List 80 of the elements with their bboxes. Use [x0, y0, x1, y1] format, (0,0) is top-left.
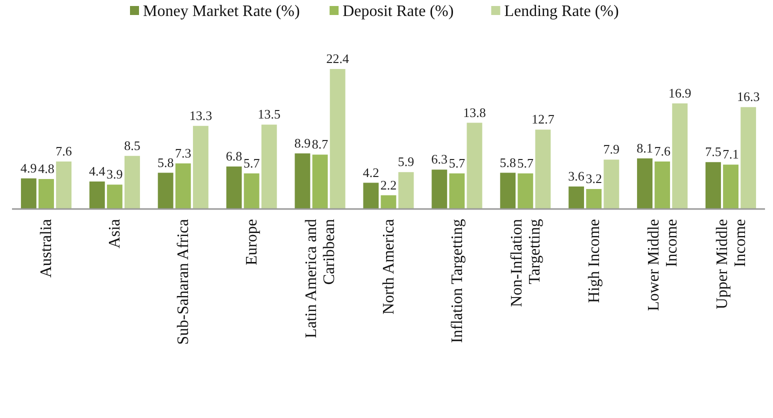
bar — [261, 124, 277, 209]
data-label: 16.3 — [736, 89, 760, 104]
data-label: 5.7 — [243, 155, 260, 170]
bar — [294, 153, 310, 209]
data-label: 8.9 — [294, 135, 311, 150]
bar — [56, 162, 72, 209]
data-label: 4.9 — [20, 160, 37, 176]
bar — [672, 103, 688, 209]
bar — [604, 160, 620, 209]
bar — [158, 172, 174, 209]
bar — [226, 166, 242, 209]
bar — [518, 173, 534, 209]
bar — [363, 182, 379, 209]
x-tick-label: Lower Middle Income — [645, 219, 680, 311]
data-label: 8.5 — [124, 138, 140, 153]
bar — [449, 173, 465, 209]
data-label: 4.8 — [38, 161, 54, 176]
data-label: 4.4 — [89, 164, 106, 178]
bar — [20, 178, 36, 209]
bar — [535, 130, 551, 209]
x-tick-label: Inflation Targetting — [448, 219, 466, 344]
bar — [380, 195, 396, 209]
data-label: 2.2 — [380, 177, 397, 192]
data-label: 7.9 — [603, 142, 620, 157]
bar — [38, 179, 54, 209]
x-tick-label: Sub-Saharan Africa — [175, 219, 192, 345]
data-label: 4.2 — [362, 164, 380, 180]
data-label: 16.9 — [668, 85, 692, 100]
bar — [705, 162, 721, 209]
bar — [244, 173, 260, 209]
data-label: 22.4 — [326, 51, 350, 66]
x-tick-label: Asia — [106, 219, 124, 248]
legend-label: Money Market Rate (%) — [143, 3, 300, 20]
legend-label: Deposit Rate (%) — [342, 3, 454, 20]
data-label: 7.3 — [175, 145, 192, 160]
legend-label: Lending Rate (%) — [504, 3, 619, 20]
data-label: 6.3 — [431, 152, 448, 167]
bar — [654, 162, 670, 209]
data-label: 6.8 — [226, 148, 242, 164]
bar — [432, 170, 448, 209]
data-label: 5.8 — [157, 154, 174, 170]
bar — [106, 184, 122, 209]
data-label: 12.7 — [532, 112, 555, 127]
data-label: 5.8 — [500, 154, 516, 170]
bar — [723, 164, 738, 209]
data-label: 5.7 — [448, 155, 466, 170]
data-label: 7.5 — [705, 144, 722, 160]
data-label: 3.6 — [568, 168, 585, 184]
bar — [192, 126, 208, 209]
data-label: 13.3 — [189, 108, 212, 123]
bar — [500, 172, 516, 209]
bar — [740, 107, 756, 209]
x-tick-label: Australia — [38, 219, 56, 278]
data-label: 8.7 — [312, 136, 329, 152]
data-label: 5.7 — [517, 155, 534, 170]
data-label: 13.5 — [258, 106, 281, 122]
data-label: 7.6 — [654, 144, 671, 158]
bar — [466, 122, 482, 209]
bar — [175, 163, 191, 209]
bar — [568, 186, 584, 209]
bar — [89, 182, 105, 209]
bar — [398, 172, 414, 209]
data-label: 13.8 — [463, 104, 486, 120]
x-tick-label: High Income — [586, 219, 603, 303]
x-tick-label: North America — [380, 219, 398, 315]
data-label: 7.6 — [56, 144, 72, 158]
bar — [330, 69, 346, 209]
bar — [312, 154, 328, 209]
bar — [586, 189, 602, 209]
x-tick-label: Latin America and Caribbean — [303, 219, 338, 338]
x-tick-label: Non-Inflation Targetting — [508, 219, 544, 307]
bar — [637, 158, 652, 209]
data-label: 8.1 — [636, 140, 653, 156]
bar — [124, 156, 140, 209]
data-label: 7.1 — [722, 146, 739, 162]
data-label: 5.9 — [398, 154, 414, 170]
x-tick-label: Upper Middle Income — [714, 219, 749, 310]
x-tick-label: Europe — [244, 219, 261, 266]
data-label: 3.9 — [106, 166, 123, 182]
data-label: 3.2 — [586, 171, 602, 186]
